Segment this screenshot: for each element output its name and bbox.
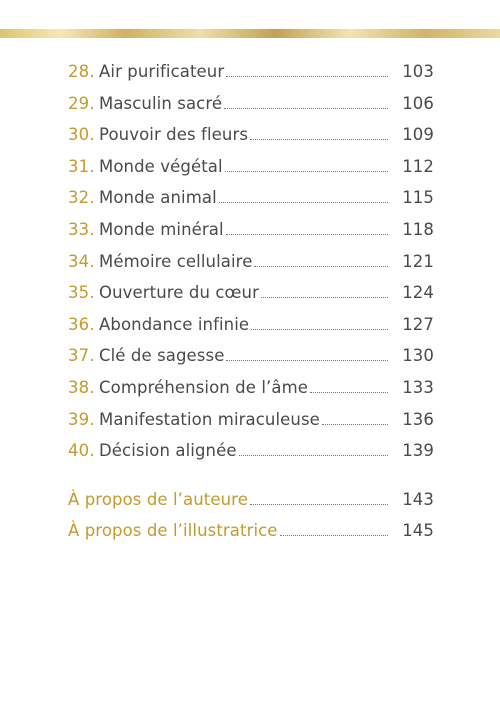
toc-entry: 36. Abondance infinie 127 bbox=[68, 315, 434, 347]
page-number: 136 bbox=[402, 409, 434, 429]
dot-leader bbox=[224, 107, 388, 109]
page-number: 139 bbox=[402, 441, 434, 461]
toc-entry: À propos de l’illustratrice 145 bbox=[68, 521, 434, 553]
page-number: 145 bbox=[402, 521, 434, 541]
entry-title: Compréhension de l’âme bbox=[99, 377, 309, 397]
entry-number: 39. bbox=[68, 409, 95, 429]
entry-number: 40. bbox=[68, 441, 95, 461]
entry-title: Abondance infinie bbox=[99, 314, 250, 334]
entry-title: Mémoire cellulaire bbox=[99, 251, 253, 271]
dot-leader bbox=[249, 503, 388, 505]
page-number: 106 bbox=[402, 93, 434, 113]
toc-entry: 28. Air purificateur 103 bbox=[68, 62, 434, 94]
dot-leader bbox=[310, 391, 388, 393]
entry-number: 37. bbox=[68, 346, 95, 366]
toc-entry: 35. Ouverture du cœur 124 bbox=[68, 283, 434, 315]
toc-entry: À propos de l’auteure 143 bbox=[68, 490, 434, 522]
toc-entry: 39. Manifestation miraculeuse 136 bbox=[68, 410, 434, 442]
entry-number: 30. bbox=[68, 125, 95, 145]
dot-leader bbox=[238, 455, 388, 457]
entry-number: 38. bbox=[68, 377, 95, 397]
entry-number: 36. bbox=[68, 314, 95, 334]
entry-title: Clé de sagesse bbox=[99, 346, 225, 366]
page-number: 133 bbox=[402, 377, 434, 397]
entry-title: À propos de l’illustratrice bbox=[68, 521, 278, 541]
toc-entry: 38. Compréhension de l’âme 133 bbox=[68, 378, 434, 410]
entry-title: Monde animal bbox=[99, 188, 217, 208]
page-number: 118 bbox=[402, 219, 434, 239]
dot-leader bbox=[260, 297, 388, 299]
entry-title: Monde minéral bbox=[99, 219, 224, 239]
page-number: 103 bbox=[402, 62, 434, 81]
entry-title: Pouvoir des fleurs bbox=[99, 125, 249, 145]
entry-title: Masculin sacré bbox=[99, 93, 223, 113]
page-number: 130 bbox=[402, 346, 434, 366]
toc: 28. Air purificateur 103 29. Masculin sacré 1… bbox=[68, 62, 434, 553]
entry-title: Monde végétal bbox=[99, 156, 223, 176]
toc-entry: 29. Masculin sacré 106 bbox=[68, 94, 434, 126]
entry-number: 29. bbox=[68, 93, 95, 113]
entry-number: 32. bbox=[68, 188, 95, 208]
entry-title: À propos de l’auteure bbox=[68, 489, 248, 509]
page-number: 143 bbox=[402, 489, 434, 509]
entry-number: 35. bbox=[68, 283, 95, 303]
toc-entry: 33. Monde minéral 118 bbox=[68, 220, 434, 252]
page-number: 127 bbox=[402, 314, 434, 334]
entry-number: 31. bbox=[68, 156, 95, 176]
entry-number: 34. bbox=[68, 251, 95, 271]
page-number: 124 bbox=[402, 283, 434, 303]
page-number: 112 bbox=[402, 156, 434, 176]
entry-number: 28. bbox=[68, 62, 95, 81]
page-number: 109 bbox=[402, 125, 434, 145]
gold-band bbox=[0, 29, 500, 38]
spacer bbox=[68, 473, 434, 490]
dot-leader bbox=[225, 233, 388, 235]
dot-leader bbox=[226, 360, 388, 362]
toc-entry: 31. Monde végétal 112 bbox=[68, 157, 434, 189]
toc-entry: 40. Décision alignée 139 bbox=[68, 441, 434, 473]
toc-entry: 37. Clé de sagesse 130 bbox=[68, 346, 434, 378]
dot-leader bbox=[218, 202, 388, 204]
entry-title: Décision alignée bbox=[99, 441, 237, 461]
entry-number: 33. bbox=[68, 219, 95, 239]
toc-entry: 32. Monde animal 115 bbox=[68, 188, 434, 220]
entry-title: Manifestation miraculeuse bbox=[99, 409, 320, 429]
toc-entry: 34. Mémoire cellulaire 121 bbox=[68, 252, 434, 284]
page-number: 121 bbox=[402, 251, 434, 271]
page-number: 115 bbox=[402, 188, 434, 208]
dot-leader bbox=[251, 328, 388, 330]
entry-title: Air purificateur bbox=[99, 62, 225, 81]
entry-title: Ouverture du cœur bbox=[99, 283, 259, 303]
toc-entry: 30. Pouvoir des fleurs 109 bbox=[68, 125, 434, 157]
dot-leader bbox=[226, 76, 388, 77]
dot-leader bbox=[224, 170, 388, 172]
dot-leader bbox=[254, 265, 388, 267]
dot-leader bbox=[321, 423, 388, 425]
dot-leader bbox=[250, 139, 388, 141]
dot-leader bbox=[279, 535, 388, 537]
